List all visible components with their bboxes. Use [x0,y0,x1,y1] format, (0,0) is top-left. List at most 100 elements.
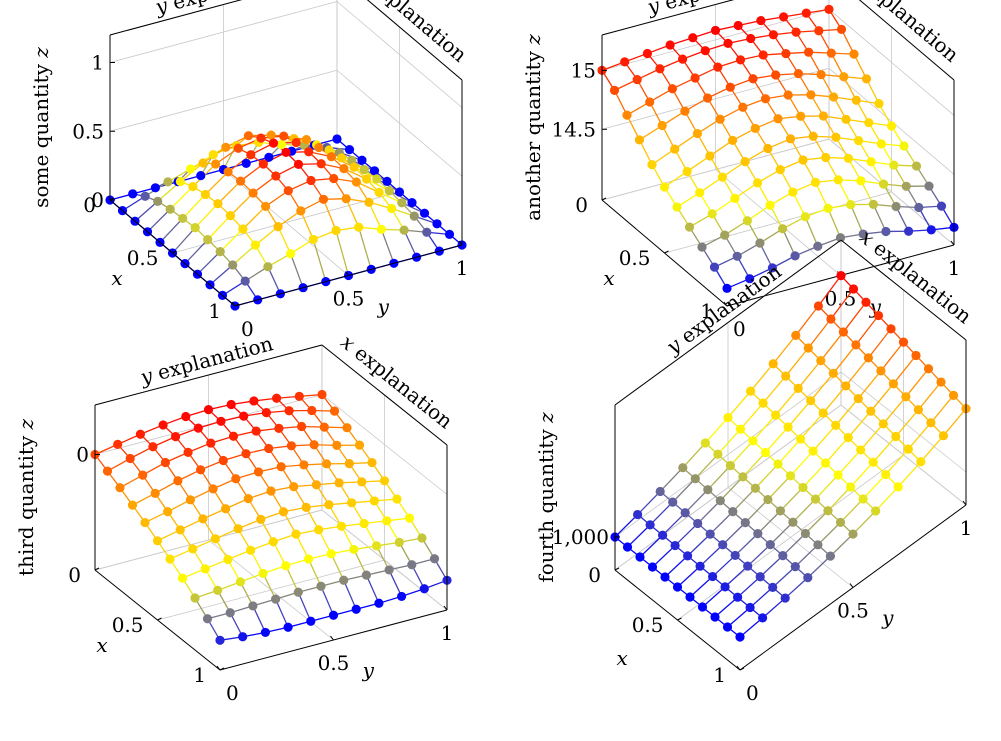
x-tick-label: 0.5 [127,246,159,270]
mesh-segment [740,402,764,430]
data-point [891,201,901,212]
mesh-segment [285,565,299,593]
data-point [775,165,785,175]
data-point [152,536,163,546]
data-point [758,613,768,623]
data-point [213,199,223,209]
mesh-segment [232,244,256,266]
data-point [622,542,633,552]
data-point [715,496,725,506]
data-point [680,508,690,518]
data-point [914,202,924,213]
mesh-segment [832,344,857,374]
mesh-segment [857,370,882,399]
data-point [746,33,756,44]
data-point [738,102,748,112]
mesh-segment [842,301,867,333]
data-point [810,177,821,188]
data-point [609,85,620,95]
data-point [742,216,753,226]
y-axis-label: y [377,294,390,318]
data-point [861,297,871,307]
data-point [163,507,173,517]
data-point [326,152,336,162]
surface-mesh [90,389,452,645]
data-point [293,587,303,597]
mesh-segment [815,474,839,500]
mesh-segment [172,227,196,254]
data-point [773,114,783,124]
mesh-segment [810,372,834,402]
x-tick-label: 1 [713,663,726,687]
mesh-segment [779,486,804,512]
mesh-segment [827,208,842,239]
data-point [655,64,665,74]
data-point [717,172,728,182]
mesh-segment [784,577,809,599]
data-point [359,165,369,175]
data-point [697,602,708,612]
data-point [171,432,181,442]
mesh-segment [807,555,831,579]
data-point [319,422,329,432]
mesh-segment [209,264,234,286]
data-point [284,406,294,416]
data-point [203,235,213,245]
data-point [359,518,369,529]
mesh-segment [659,467,684,492]
mesh-segment [750,363,774,392]
data-point [856,176,866,186]
mesh-segment [330,553,345,581]
mesh-segment [804,216,819,247]
data-point [233,524,243,534]
data-point [791,27,801,37]
data-point [771,410,781,420]
data-point [748,436,758,446]
data-point [379,476,390,486]
data-point [755,572,765,582]
data-point [705,151,715,161]
data-point [190,223,200,233]
data-point [846,482,856,492]
data-point [266,130,276,140]
data-point [246,150,256,160]
data-point [753,178,763,188]
mesh-segment [322,199,337,231]
data-point [746,386,756,396]
data-point [824,4,834,14]
data-point [672,202,682,212]
data-point [836,24,847,34]
data-point [216,416,226,426]
data-point [357,477,367,487]
data-point [923,364,934,374]
mesh-segment [885,448,909,475]
data-point [326,549,336,559]
data-point [816,69,826,80]
data-point [713,449,723,459]
data-point [818,408,828,418]
data-point [886,121,897,131]
data-point [803,573,813,583]
data-point [196,171,206,181]
mesh-segment [300,210,314,240]
data-point [823,203,833,213]
y-tick-label: 0 [733,317,746,341]
data-point [294,391,304,401]
data-point [783,90,793,100]
data-point [683,551,693,561]
y-tick-mark [723,301,728,307]
mesh-segment [147,208,171,233]
data-point [743,561,753,571]
data-point [185,495,195,505]
data-point [102,466,113,476]
data-point [316,159,326,169]
data-point [231,474,241,484]
data-point [740,157,750,167]
x-explanation-label: x explanation [352,0,471,67]
data-point [125,453,135,464]
data-point [876,139,886,149]
mesh-segment [769,521,794,546]
data-point [765,540,775,550]
x-tick-mark [726,303,732,307]
mesh-segment [860,423,884,451]
